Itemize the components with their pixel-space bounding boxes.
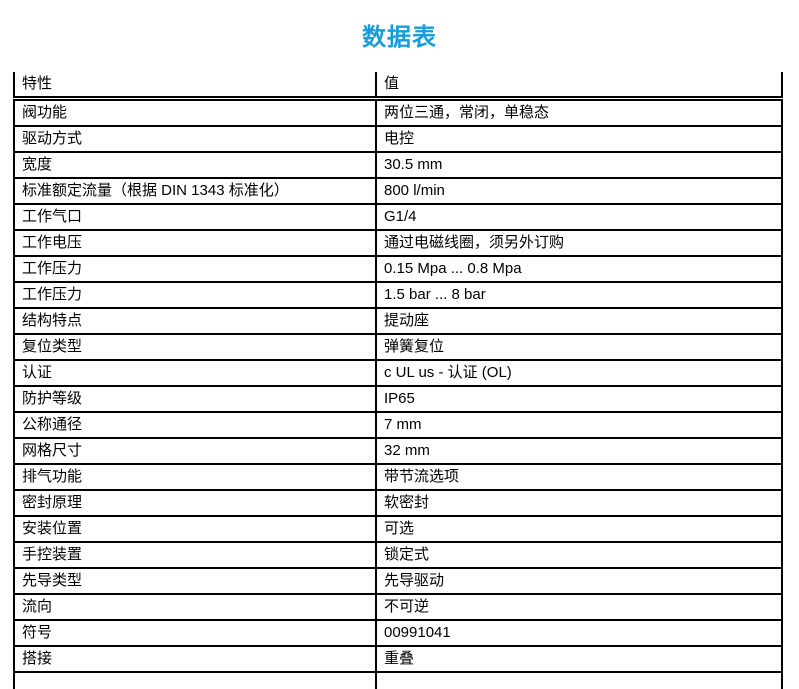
property-cell: 阀功能 — [13, 97, 377, 127]
value-cell: IP65 — [375, 385, 783, 413]
property-cell: 搭接 — [13, 645, 377, 673]
table-row: 安装位置 可选 — [13, 515, 783, 543]
table-row: 公称通径 7 mm — [13, 411, 783, 439]
table-row: 标准额定流量（根据 DIN 1343 标准化） 800 l/min — [13, 177, 783, 205]
value-cell: 800 l/min — [375, 177, 783, 205]
property-cell: 标准额定流量（根据 DIN 1343 标准化） — [13, 177, 377, 205]
property-cell: 先导类型 — [13, 567, 377, 595]
value-cell: 0.15 Mpa ... 0.8 Mpa — [375, 255, 783, 283]
datasheet-table: 特性 值 阀功能 两位三通，常闭，单稳态 驱动方式 电控 宽度 30.5 mm 标准额定流量… — [13, 72, 783, 689]
property-cell: 认证 — [13, 359, 377, 387]
table-row: 网格尺寸 32 mm — [13, 437, 783, 465]
column-header-value: 值 — [375, 72, 783, 101]
table-row: 防护等级 IP65 — [13, 385, 783, 413]
table-row: 排气功能 带节流选项 — [13, 463, 783, 491]
table-row: 阀功能 两位三通，常闭，单稳态 — [13, 97, 783, 127]
property-cell: 防护等级 — [13, 385, 377, 413]
property-cell: 手控装置 — [13, 541, 377, 569]
table-row: 符号 00991041 — [13, 619, 783, 647]
value-cell: 7 mm — [375, 411, 783, 439]
table-row: 宽度 30.5 mm — [13, 151, 783, 179]
table-row: 结构特点 提动座 — [13, 307, 783, 335]
property-cell: 公称通径 — [13, 411, 377, 439]
value-cell: 可选 — [375, 515, 783, 543]
table-row: 复位类型 弹簧复位 — [13, 333, 783, 361]
table-row: 工作压力 1.5 bar ... 8 bar — [13, 281, 783, 309]
value-cell: 先导驱动 — [375, 567, 783, 595]
property-cell: 工作电压 — [13, 229, 377, 257]
table-row: 流向 不可逆 — [13, 593, 783, 621]
table-row: 工作气口 G1/4 — [13, 203, 783, 231]
table-body: 阀功能 两位三通，常闭，单稳态 驱动方式 电控 宽度 30.5 mm 标准额定流量（根据 D… — [13, 97, 783, 689]
property-cell: 工作压力 — [13, 281, 377, 309]
table-row: 驱动方式 电控 — [13, 125, 783, 153]
value-cell: 提动座 — [375, 307, 783, 335]
table-row: 认证 c UL us - 认证 (OL) — [13, 359, 783, 387]
table-row: 先导类型 先导驱动 — [13, 567, 783, 595]
property-cell: 流向 — [13, 593, 377, 621]
value-cell: 两位三通，常闭，单稳态 — [375, 97, 783, 127]
value-cell: 不可逆 — [375, 593, 783, 621]
table-row: 密封原理 软密封 — [13, 489, 783, 517]
value-cell: 带节流选项 — [375, 463, 783, 491]
value-cell: 32 mm — [375, 437, 783, 465]
property-cell: 符号 — [13, 619, 377, 647]
value-cell: 电控 — [375, 125, 783, 153]
property-cell: 宽度 — [13, 151, 377, 179]
property-cell: 复位类型 — [13, 333, 377, 361]
value-cell: 弹簧复位 — [375, 333, 783, 361]
property-cell: 安装位置 — [13, 515, 377, 543]
property-cell: 结构特点 — [13, 307, 377, 335]
value-cell: 30.5 mm — [375, 151, 783, 179]
property-cell: 密封原理 — [13, 489, 377, 517]
table-row: 工作电压 通过电磁线圈，须另外订购 — [13, 229, 783, 257]
value-cell: 00991041 — [375, 619, 783, 647]
value-cell: 重叠 — [375, 645, 783, 673]
property-cell — [13, 671, 377, 689]
value-cell — [375, 671, 783, 689]
value-cell: 1.5 bar ... 8 bar — [375, 281, 783, 309]
value-cell: 锁定式 — [375, 541, 783, 569]
property-cell: 网格尺寸 — [13, 437, 377, 465]
property-cell: 工作气口 — [13, 203, 377, 231]
table-row: 工作压力 0.15 Mpa ... 0.8 Mpa — [13, 255, 783, 283]
value-cell: G1/4 — [375, 203, 783, 231]
value-cell: 通过电磁线圈，须另外订购 — [375, 229, 783, 257]
table-row: 手控装置 锁定式 — [13, 541, 783, 569]
table-header-row: 特性 值 — [13, 72, 783, 101]
table-row: 搭接 重叠 — [13, 645, 783, 673]
page-title: 数据表 — [362, 24, 437, 51]
value-cell: c UL us - 认证 (OL) — [375, 359, 783, 387]
property-cell: 驱动方式 — [13, 125, 377, 153]
property-cell: 工作压力 — [13, 255, 377, 283]
property-cell: 排气功能 — [13, 463, 377, 491]
table-row-partial — [13, 671, 783, 689]
column-header-property: 特性 — [13, 72, 377, 101]
value-cell: 软密封 — [375, 489, 783, 517]
